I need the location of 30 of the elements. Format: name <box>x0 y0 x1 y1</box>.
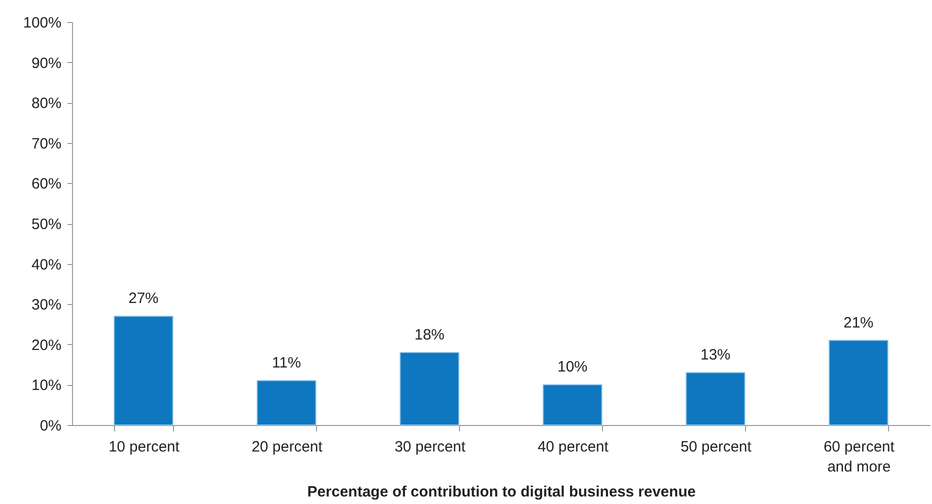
y-tick-label: 10% <box>31 377 62 394</box>
y-tick-label: 40% <box>31 256 62 274</box>
bar <box>256 380 316 426</box>
bar <box>542 384 602 426</box>
x-tick-label: 50 percent <box>680 438 752 456</box>
y-tick-label: 30% <box>31 296 62 314</box>
y-tick-label: 0% <box>40 418 62 434</box>
y-tick-label: 20% <box>31 336 62 354</box>
x-axis-title: Percentage of contribution to digital business revenue <box>307 484 696 500</box>
x-tick-label: 20 percent <box>252 438 324 456</box>
y-tick-label: 80% <box>31 95 62 112</box>
x-tick-label: 30 percent <box>394 438 466 456</box>
data-label: 18% <box>414 326 445 344</box>
bar <box>686 372 746 426</box>
x-tick-label: 10 percent <box>108 438 180 456</box>
x-tick-label: 60 percent and more <box>824 438 896 476</box>
data-label: 27% <box>128 290 159 308</box>
y-tick-label: 60% <box>31 176 62 193</box>
y-tick-label: 50% <box>31 216 62 233</box>
bar <box>400 352 460 426</box>
data-label: 10% <box>557 358 588 376</box>
y-tick-label: 70% <box>31 135 62 152</box>
data-label: 13% <box>700 346 731 364</box>
y-tick-label: 90% <box>31 54 62 72</box>
y-tick-label: 100% <box>23 14 62 32</box>
bar <box>114 316 174 426</box>
data-label: 21% <box>843 314 874 332</box>
x-tick-label: 40 percent <box>538 438 610 456</box>
data-label: 11% <box>272 354 301 372</box>
bar <box>828 340 888 426</box>
